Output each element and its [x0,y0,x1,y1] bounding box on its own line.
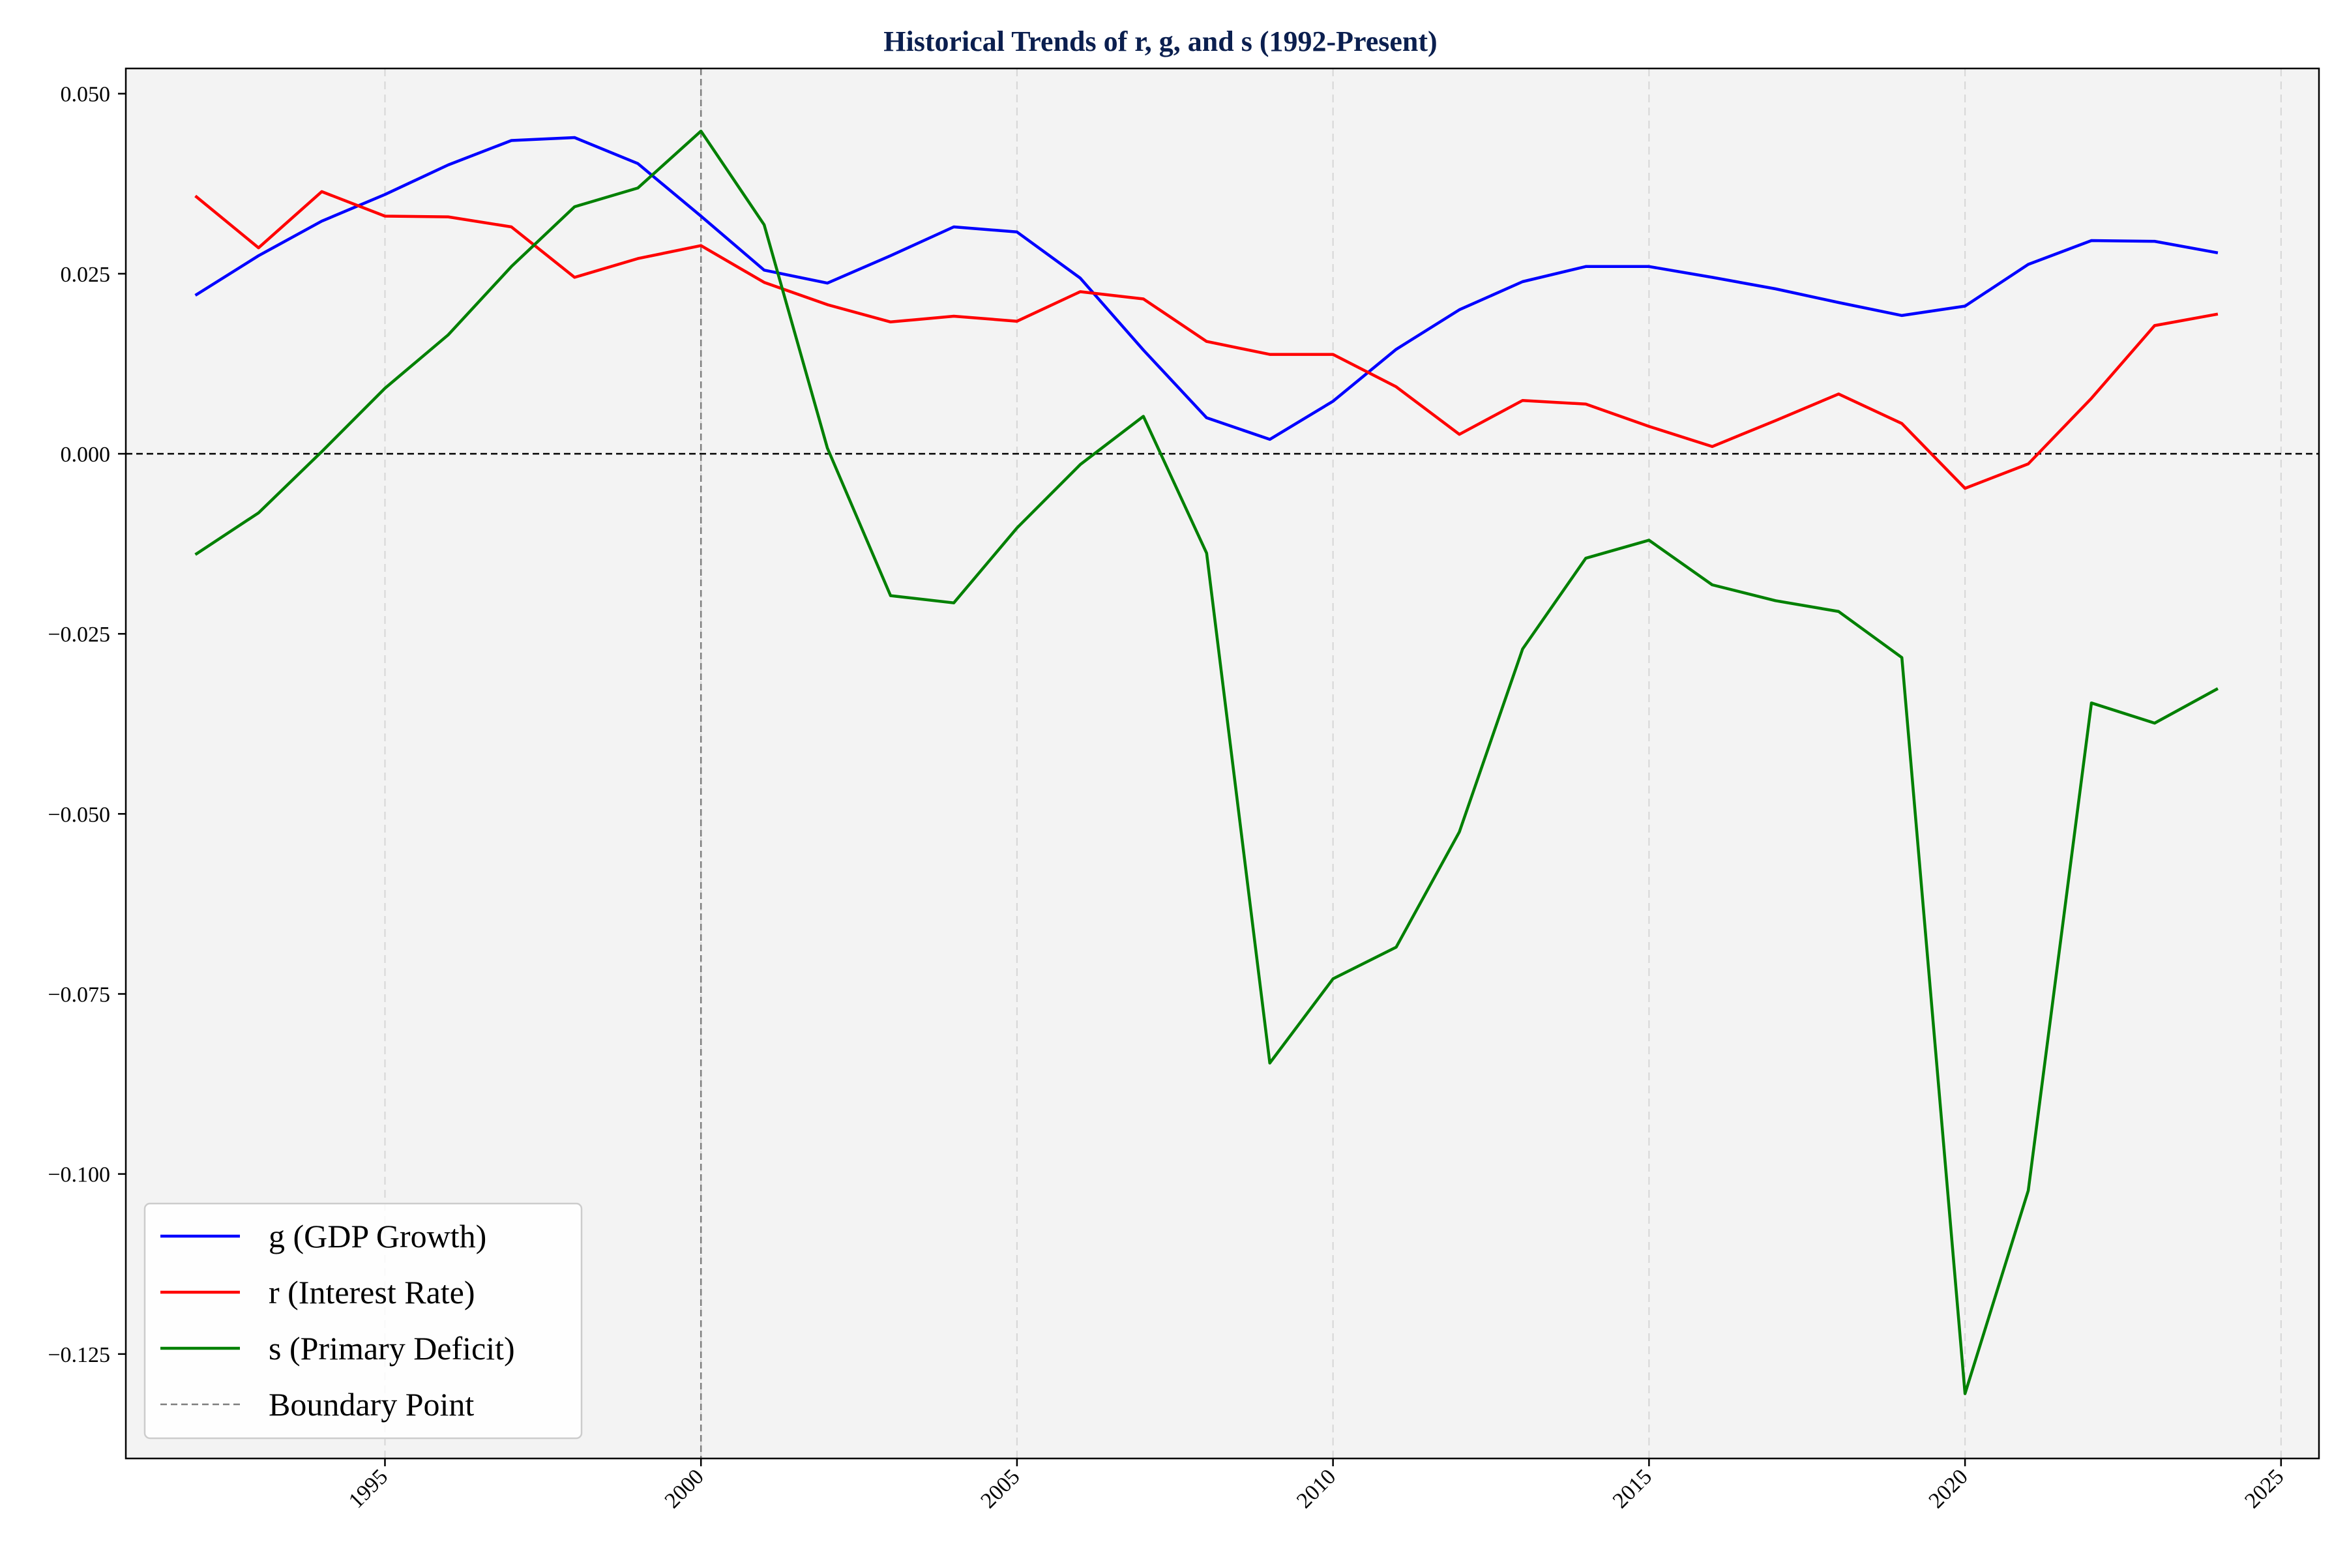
series-line-s [194,129,2219,1395]
legend-label: r (Interest Rate) [269,1274,475,1310]
y-tick-label: −0.025 [48,623,110,647]
legend-label: s (Primary Deficit) [269,1330,515,1367]
x-tick-label: 2000 [660,1464,709,1513]
legend-label: g (GDP Growth) [269,1218,486,1254]
x-tick-label: 2010 [1292,1464,1340,1513]
legend-box [143,1202,583,1440]
x-tick-label: 2005 [976,1464,1024,1513]
y-tick-label: −0.100 [48,1163,110,1187]
legend-label: Boundary Point [269,1386,474,1423]
y-tick-label: −0.125 [48,1343,110,1367]
series-line-g [194,136,2219,441]
chart-title: Historical Trends of r, g, and s (1992-P… [883,25,1437,57]
x-tick-label: 2025 [2240,1464,2288,1513]
y-tick-label: 0.000 [61,443,111,467]
y-tick-label: 0.025 [61,263,111,287]
y-tick-label: −0.075 [48,983,110,1007]
y-tick-label: −0.050 [48,803,110,827]
x-tick-label: 2020 [1925,1464,1973,1513]
plot-frame [125,67,2320,1460]
x-tick-label: 2015 [1608,1464,1657,1513]
x-tick-label: 1995 [344,1464,392,1513]
y-tick-label: 0.050 [61,83,111,107]
series-line-r [194,190,2219,490]
